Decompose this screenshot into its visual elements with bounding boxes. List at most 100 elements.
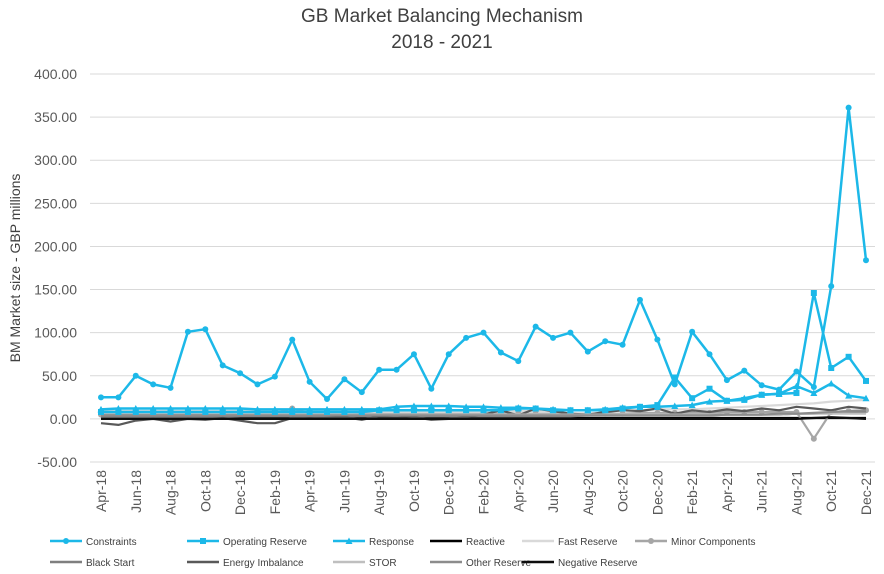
data-point [167,384,174,391]
data-point [828,365,835,372]
data-point [793,390,800,397]
data-point [845,392,853,399]
legend-item-constraints: Constraints [50,537,137,548]
legend-label: Energy Imbalance [223,558,304,569]
data-point [689,395,696,402]
data-point [184,405,192,412]
data-point [445,407,452,414]
legend-label: Other Reserve [466,558,531,569]
data-point [202,408,209,415]
series-line-constraints [101,106,868,401]
legend-label: Response [369,537,414,548]
legend: Constraints Operating Reserve Response Reac… [50,537,755,569]
data-point [236,405,244,412]
data-point [410,402,418,409]
series-response [97,380,870,414]
data-point [149,405,157,412]
data-point [566,406,574,414]
data-point [254,381,261,388]
data-point [497,349,504,356]
data-point [549,405,557,413]
data-point [375,405,383,413]
data-point [393,407,400,414]
data-point [828,283,835,290]
x-tick-label: Oct-18 [197,470,213,512]
data-point [463,334,470,341]
legend-item-stor: STOR [333,558,397,569]
data-point [462,403,470,410]
data-point [758,382,765,389]
data-point [689,328,696,335]
legend-item-operating-reserve: Operating Reserve [187,537,307,548]
x-tick-label: Aug-18 [163,470,179,515]
data-point [445,351,452,358]
data-point [584,348,591,355]
legend-marker [200,538,206,544]
x-tick-label: Feb-19 [267,470,283,515]
data-point [845,104,852,111]
y-tick-label: 100.00 [34,325,77,341]
legend-label: Fast Reserve [558,537,618,548]
series-group [97,104,870,442]
data-point [706,398,714,405]
series-other-reserve [101,409,867,417]
x-tick-label: Oct-19 [406,470,422,512]
data-point [114,405,122,412]
x-tick-label: Apr-20 [510,470,526,512]
x-tick-label: Oct-21 [823,470,839,512]
data-point [741,367,748,374]
legend-item-energy-imbalance: Energy Imbalance [187,558,304,569]
data-point [723,377,730,384]
data-point [706,351,713,358]
data-point [132,372,139,379]
data-point [601,405,609,413]
data-point [410,407,417,414]
data-point [393,366,400,373]
x-tick-label: Apr-21 [719,470,735,512]
legend-item-response: Response [333,537,414,548]
data-point [202,326,209,333]
x-tick-label: Jun-21 [754,470,770,513]
data-point [863,377,869,384]
data-point [584,406,592,414]
x-tick-label: Apr-19 [302,470,318,512]
data-point [428,385,435,392]
data-point [97,405,105,413]
series-negative-reserve [101,416,867,420]
data-point [636,296,643,303]
data-point [340,405,348,413]
data-point [463,407,470,414]
data-point [775,390,783,397]
data-point [550,334,557,341]
data-point [480,403,487,410]
data-point [98,394,104,401]
data-point [636,403,644,410]
data-point [167,408,174,415]
data-point [115,408,122,415]
data-point [497,404,505,411]
legend-item-reactive: Reactive [430,537,505,548]
x-tick-label: Apr-18 [93,470,109,512]
data-point [167,405,175,412]
legend-item-negative-reserve: Negative Reserve [522,558,638,569]
data-point [253,405,261,413]
data-point [758,391,766,398]
y-axis-label: BM Market size - GBP millions [7,174,23,363]
data-point [480,407,487,414]
x-tick-label: Aug-20 [580,470,596,515]
data-point [792,382,800,390]
legend-item-other-reserve: Other Reserve [430,558,531,569]
data-point [480,329,487,336]
series-line-other-reserve [101,409,867,417]
y-tick-labels: -50.00 0.00 50.00 100.00 150.00 200.00 250.00 3… [34,66,77,470]
legend-label: Operating Reserve [223,537,307,548]
x-tick-label: Aug-21 [788,470,804,515]
data-point [237,370,244,377]
data-point [288,405,296,413]
data-point [688,401,696,409]
data-point [271,405,279,413]
x-tick-label: Aug-19 [371,470,387,515]
data-point [306,378,313,385]
data-point [427,402,435,409]
